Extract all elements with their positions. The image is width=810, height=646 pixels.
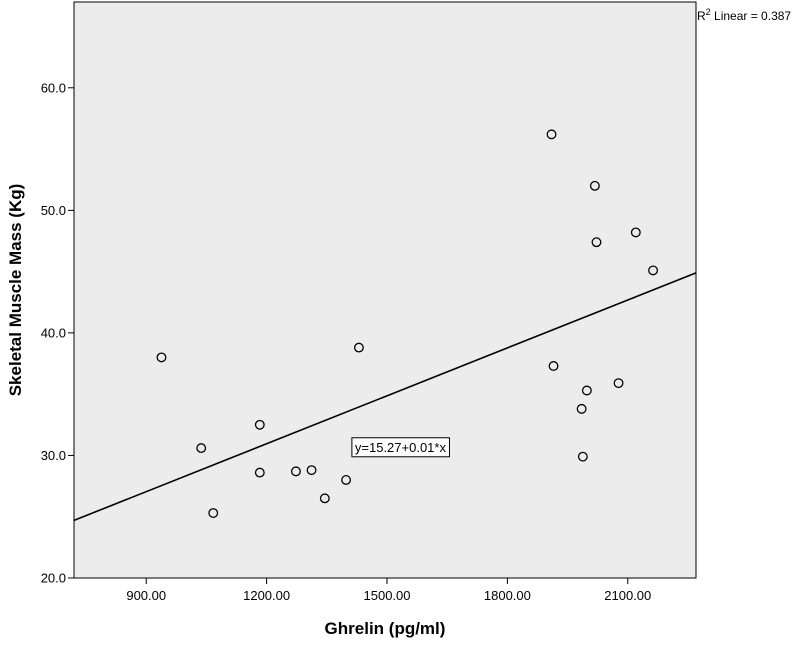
fit-line	[73, 272, 697, 522]
y-tick-label: 30.0	[41, 448, 66, 463]
data-point	[290, 466, 301, 477]
x-tick-label: 2100.00	[604, 588, 651, 603]
data-point	[591, 237, 602, 248]
plot-area	[73, 1, 697, 579]
x-axis: 900.00 1200.00 1500.00 1800.00 2100.00	[126, 578, 651, 603]
r-squared-value: Linear = 0.387	[711, 9, 792, 23]
x-tick-label: 1800.00	[484, 588, 531, 603]
y-tick-label: 50.0	[41, 203, 66, 218]
data-point	[630, 227, 641, 238]
y-tick-label: 20.0	[41, 571, 66, 586]
x-tick-label: 900.00	[126, 588, 166, 603]
fit-equation-box	[351, 437, 450, 458]
r-squared-label: R2 Linear = 0.387	[697, 7, 791, 23]
r-squared-superscript: 2	[706, 7, 711, 17]
data-point	[613, 378, 624, 389]
data-point	[589, 180, 600, 191]
y-tick-label: 60.0	[41, 80, 66, 95]
data-point	[306, 465, 317, 476]
y-axis-title: Skeletal Muscle Mass (Kg)	[6, 184, 25, 397]
data-point	[648, 265, 659, 276]
data-point	[548, 361, 559, 371]
r-squared-prefix: R	[697, 9, 706, 23]
data-point	[254, 467, 265, 478]
data-points	[156, 129, 659, 518]
data-point	[577, 451, 588, 462]
x-axis-title: Ghrelin (pg/ml)	[325, 619, 446, 638]
data-point	[208, 508, 219, 518]
x-tick-label: 1500.00	[364, 588, 411, 603]
fit-equation-text: y=15.27+0.01*x	[355, 440, 447, 455]
data-point	[319, 493, 330, 504]
y-axis: 20.0 30.0 40.0 50.0 60.0	[41, 80, 74, 586]
x-tick-label: 1200.00	[243, 588, 290, 603]
data-point	[546, 129, 557, 140]
data-point	[576, 403, 587, 414]
fit-equation-label: y=15.27+0.01*x	[351, 437, 450, 458]
data-point	[156, 352, 167, 363]
data-point	[196, 443, 207, 454]
data-point	[581, 385, 592, 396]
y-tick-label: 40.0	[41, 325, 66, 340]
data-point	[254, 419, 265, 430]
data-point	[353, 342, 364, 353]
data-point	[341, 475, 352, 485]
